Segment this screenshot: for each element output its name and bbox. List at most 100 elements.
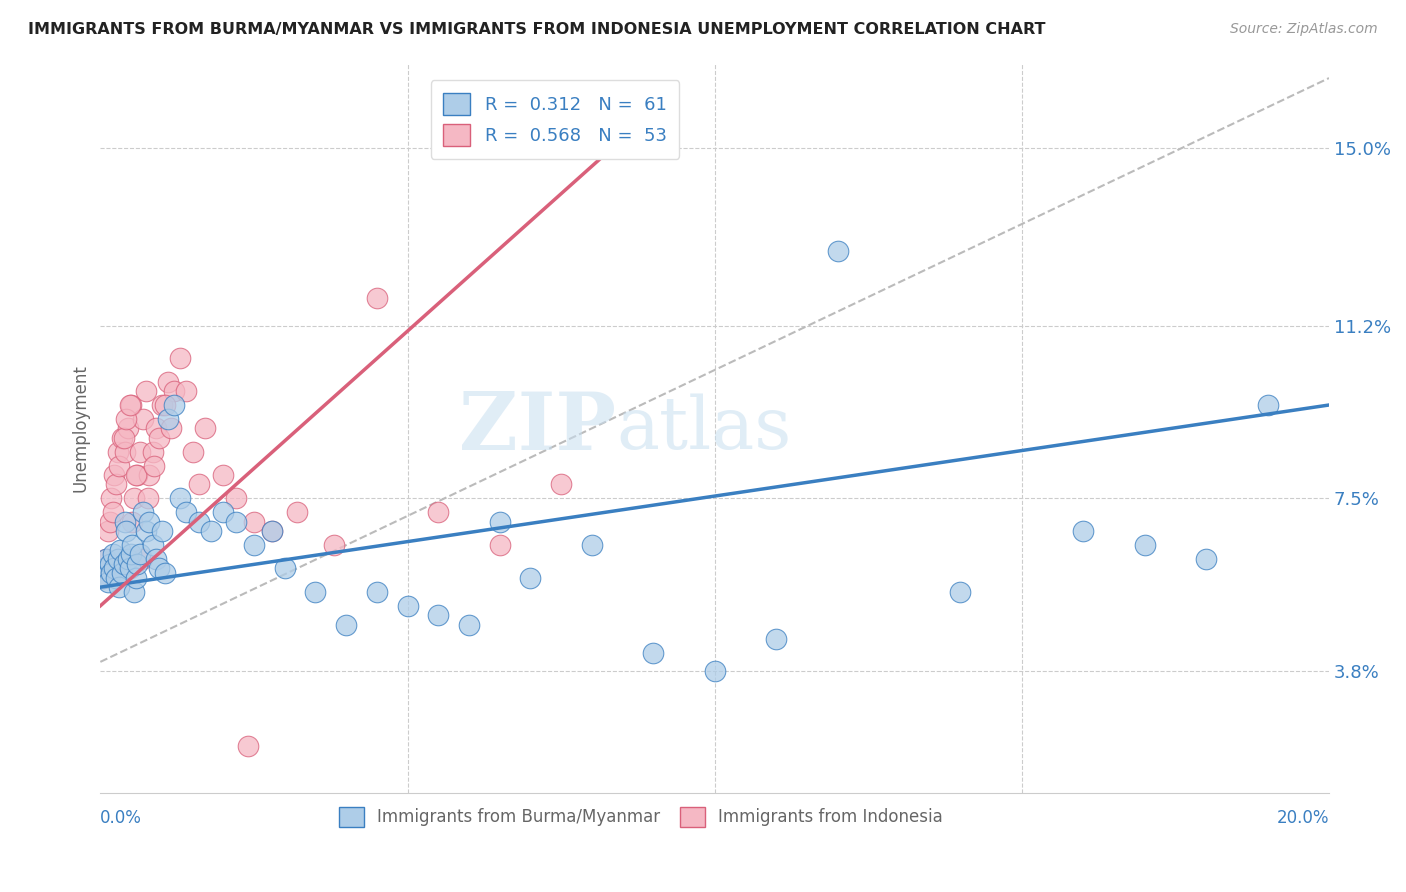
Point (427, 608, 450, 623)
Point (129, 548, 152, 562)
Point (262, 524, 284, 538)
Point (117, 421, 139, 435)
Point (949, 584, 972, 599)
Legend: Immigrants from Burma/Myanmar, Immigrants from Indonesia: Immigrants from Burma/Myanmar, Immigrant… (330, 798, 952, 835)
Point (93, 571, 115, 585)
Point (108, 542, 131, 557)
Point (142, 444, 165, 458)
Point (1257, 398, 1279, 412)
Point (97, 524, 120, 538)
Point (519, 571, 541, 585)
Point (111, 566, 134, 581)
Point (176, 384, 198, 398)
Point (181, 444, 204, 458)
Point (111, 431, 134, 445)
Point (488, 515, 510, 529)
Point (114, 515, 136, 529)
Point (153, 398, 176, 412)
Point (121, 515, 143, 529)
Point (187, 477, 209, 491)
Point (112, 431, 135, 445)
Y-axis label: Unemployment: Unemployment (72, 365, 89, 492)
Text: Source: ZipAtlas.com: Source: ZipAtlas.com (1230, 22, 1378, 37)
Text: 0.0%: 0.0% (100, 809, 142, 827)
Point (98, 557, 121, 571)
Point (156, 375, 179, 389)
Point (131, 552, 153, 566)
Point (1195, 552, 1218, 566)
Point (169, 491, 191, 506)
Point (150, 398, 173, 412)
Point (121, 538, 143, 552)
Point (187, 515, 209, 529)
Point (138, 468, 160, 483)
Point (101, 548, 124, 562)
Point (169, 351, 191, 366)
Point (143, 458, 166, 473)
Point (148, 431, 170, 445)
Point (156, 412, 179, 426)
Point (107, 458, 129, 473)
Point (103, 561, 125, 575)
Point (827, 244, 849, 258)
Point (107, 580, 129, 594)
Point (135, 384, 157, 398)
Point (243, 515, 266, 529)
Point (1133, 538, 1156, 552)
Text: atlas: atlas (616, 393, 792, 464)
Point (136, 491, 159, 506)
Point (97, 575, 120, 590)
Point (122, 584, 145, 599)
Point (236, 739, 259, 753)
Point (132, 412, 155, 426)
Point (458, 617, 481, 632)
Point (107, 444, 129, 458)
Point (104, 571, 127, 585)
Point (127, 468, 149, 483)
Text: ZIP: ZIP (460, 389, 616, 467)
Point (101, 505, 124, 519)
Point (150, 524, 173, 538)
Point (273, 561, 295, 575)
Point (94, 561, 117, 575)
Point (122, 491, 145, 506)
Point (200, 524, 222, 538)
Point (104, 477, 127, 491)
Point (100, 491, 122, 506)
Point (145, 421, 167, 435)
Point (118, 561, 141, 575)
Point (112, 557, 135, 571)
Point (703, 664, 725, 678)
Point (98, 515, 121, 529)
Point (127, 557, 149, 571)
Point (142, 538, 165, 552)
Point (765, 632, 787, 646)
Point (366, 584, 388, 599)
Point (176, 505, 198, 519)
Point (125, 571, 148, 585)
Point (103, 468, 125, 483)
Point (366, 291, 388, 305)
Point (262, 524, 284, 538)
Point (396, 599, 419, 613)
Point (100, 566, 122, 581)
Point (581, 538, 603, 552)
Point (115, 412, 138, 426)
Point (224, 491, 246, 506)
Point (93, 571, 115, 585)
Point (243, 538, 266, 552)
Text: 20.0%: 20.0% (1277, 809, 1329, 827)
Point (117, 552, 139, 566)
Point (212, 505, 235, 519)
Text: IMMIGRANTS FROM BURMA/MYANMAR VS IMMIGRANTS FROM INDONESIA UNEMPLOYMENT CORRELAT: IMMIGRANTS FROM BURMA/MYANMAR VS IMMIGRA… (28, 22, 1046, 37)
Point (118, 398, 141, 412)
Point (129, 444, 152, 458)
Point (163, 384, 186, 398)
Point (94, 561, 117, 575)
Point (1071, 524, 1094, 538)
Point (125, 468, 148, 483)
Point (96, 552, 118, 566)
Point (194, 421, 217, 435)
Point (114, 444, 136, 458)
Point (304, 584, 326, 599)
